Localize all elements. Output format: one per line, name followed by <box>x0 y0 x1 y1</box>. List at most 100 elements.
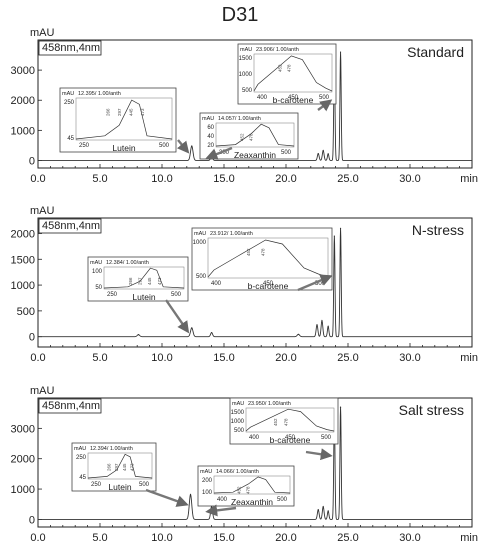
inset-y-tick: 100 <box>202 490 213 496</box>
inset-unit: mAU <box>232 401 244 407</box>
peak-apex <box>339 227 342 229</box>
inset-spectrum <box>215 123 295 147</box>
inset-spectrum <box>213 476 291 494</box>
inset-compound-label: Zeaxanthin <box>234 150 276 160</box>
inset-plot-area <box>87 452 153 480</box>
inset-peak-number: 266 <box>106 108 111 116</box>
x-axis-label: min <box>460 352 478 364</box>
inset-peak-number: 445 <box>129 108 134 116</box>
inset-compound-label: Lutein <box>132 292 155 302</box>
wavelength-label: 458nm,4nm <box>42 220 100 232</box>
x-tick-label: 25.0 <box>337 532 358 544</box>
inset-y-tick: 200 <box>202 478 213 484</box>
inset-plot-area <box>75 97 173 141</box>
inset-compound-label: b-carotene <box>273 95 314 105</box>
inset-frame <box>229 397 339 445</box>
inset-peak-number: 478 <box>249 133 254 141</box>
x-tick-label: 20.0 <box>275 173 296 185</box>
wavelength-box <box>38 40 102 56</box>
inset-x-tick: 450 <box>285 435 296 441</box>
peak-apex <box>137 334 140 336</box>
y-tick-label: 500 <box>17 306 35 318</box>
spectrum-inset: mAU 14.057/ 1.00/anth 60 40 20 300 500 452 478 Ze… <box>199 112 299 160</box>
inset-plot-area <box>207 237 329 279</box>
annotation-arrow <box>305 448 333 461</box>
annotation-arrow <box>297 274 333 292</box>
chromatogram-trace <box>38 228 472 338</box>
inset-unit: mAU <box>74 446 86 452</box>
inset-spectrum <box>75 99 173 140</box>
inset-frame <box>71 442 157 492</box>
x-tick-label: 5.0 <box>92 532 107 544</box>
inset-peak-number: 445 <box>147 277 152 285</box>
inset-x-tick: 400 <box>249 435 260 441</box>
inset-compound-label: b-carotene <box>248 281 289 291</box>
y-axis-label: mAU <box>30 27 55 39</box>
chromatogram-panel: 0.0 5.0 10.0 15.0 20.0 25.0 30.0 min 0 500 1000 150… <box>11 205 478 364</box>
peak-apex <box>339 406 342 408</box>
y-tick-label: 2000 <box>11 454 35 466</box>
inset-unit: mAU <box>202 116 214 122</box>
inset-frame <box>87 256 189 302</box>
inset-frame <box>191 227 333 291</box>
annotation-arrow <box>317 99 333 112</box>
inset-y-tick: 50 <box>95 285 102 291</box>
inset-x-tick: 400 <box>257 95 268 101</box>
x-tick-label: 5.0 <box>92 352 107 364</box>
y-tick-label: 1000 <box>11 125 35 137</box>
inset-unit: mAU <box>62 91 74 97</box>
inset-peak-number: 452 <box>239 133 244 141</box>
inset-y-tick: 40 <box>207 134 214 140</box>
inset-unit: mAU <box>90 260 102 266</box>
inset-x-tick: 500 <box>281 150 292 156</box>
inset-peak-number: 297 <box>117 108 122 116</box>
inset-unit: mAU <box>194 231 206 237</box>
inset-frame <box>59 87 177 153</box>
x-tick-label: 30.0 <box>399 352 420 364</box>
inset-plot-area <box>103 266 185 290</box>
chromatogram-panel: 0.0 5.0 10.0 15.0 20.0 25.0 30.0 min 0 1000 2000 30… <box>11 385 478 544</box>
x-tick-label: 25.0 <box>337 352 358 364</box>
y-tick-label: 0 <box>29 155 35 167</box>
inset-peak-label: 12.394/ 1.00/anth <box>90 446 133 452</box>
x-tick-label: 5.0 <box>92 173 107 185</box>
inset-x-tick: 500 <box>159 143 170 149</box>
inset-peak-label: 12.395/ 1.00/anth <box>78 91 121 97</box>
y-tick-label: 1000 <box>11 484 35 496</box>
inset-x-tick: 250 <box>107 292 118 298</box>
inset-plot-area <box>213 475 291 495</box>
inset-peak-number: 452 <box>246 248 251 256</box>
inset-spectrum <box>253 55 333 92</box>
inset-peak-number: 478 <box>283 418 288 426</box>
inset-unit: mAU <box>240 47 252 53</box>
inset-compound-label: Lutein <box>112 143 135 153</box>
inset-peak-label: 23.950/ 1.00/anth <box>248 401 291 407</box>
inset-y-tick: 500 <box>242 88 253 94</box>
y-tick-label: 3000 <box>11 423 35 435</box>
peak-apex <box>321 320 323 322</box>
peak-apex <box>297 333 299 335</box>
inset-x-tick: 250 <box>79 143 90 149</box>
inset-peak-number: 445 <box>122 463 127 471</box>
inset-x-tick: 450 <box>288 95 299 101</box>
inset-y-tick: 45 <box>79 475 86 481</box>
chromatogram-trace <box>38 52 472 161</box>
inset-peak-number: 473 <box>129 463 134 471</box>
y-tick-label: 0 <box>29 514 35 526</box>
inset-peak-number: 266 <box>106 463 111 471</box>
inset-y-tick: 1500 <box>239 56 253 62</box>
inset-peak-number: 473 <box>157 277 162 285</box>
x-tick-label: 15.0 <box>213 173 234 185</box>
peak-apex <box>317 509 319 511</box>
inset-peak-number: 452 <box>277 64 282 72</box>
inset-peak-number: 452 <box>237 486 242 494</box>
x-tick-label: 0.0 <box>30 532 45 544</box>
inset-y-tick: 20 <box>207 143 214 149</box>
inset-spectrum <box>103 267 185 289</box>
annotation-arrow <box>205 504 237 517</box>
